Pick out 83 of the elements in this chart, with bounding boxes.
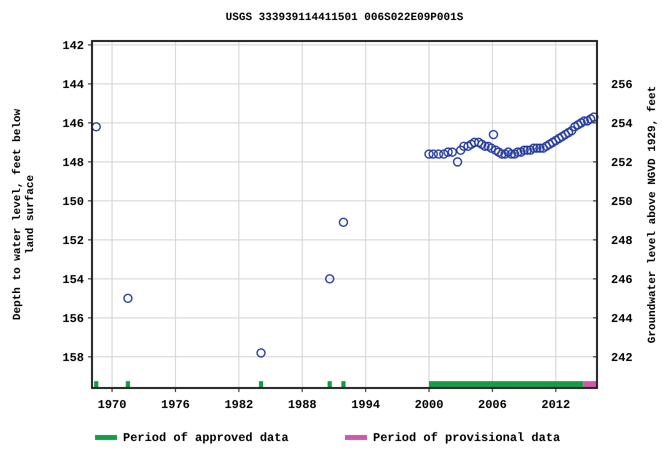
point [576, 118, 586, 128]
y2-tick-label: 244 [611, 312, 633, 326]
point [513, 147, 522, 157]
x-tick-label: 2000 [414, 398, 444, 412]
x-tick-label: 2012 [541, 398, 570, 412]
point [474, 138, 484, 148]
point [526, 145, 536, 155]
point [466, 140, 476, 150]
point [424, 149, 434, 159]
y-tick-label: 154 [62, 272, 84, 287]
point [494, 147, 504, 157]
point [510, 149, 520, 159]
point [586, 114, 596, 124]
y-tick-label: 152 [62, 234, 84, 248]
y-tick-label: 148 [62, 156, 84, 170]
y-tick-label: 158 [62, 350, 84, 365]
point [566, 126, 576, 136]
point [544, 140, 554, 150]
y2-tick-label: 254 [611, 116, 633, 131]
x-tick-label: 1982 [224, 398, 254, 412]
x-tick-label: 2006 [478, 398, 507, 412]
y2-tick-label: 248 [611, 234, 633, 248]
point [490, 145, 500, 155]
point [486, 144, 496, 153]
point [557, 132, 567, 142]
point [338, 218, 348, 227]
y2-tick-label: 250 [611, 194, 633, 209]
point [564, 128, 574, 138]
point [548, 138, 558, 148]
point [535, 144, 545, 153]
point [528, 144, 538, 153]
x-tick-label: 1970 [98, 398, 126, 412]
y2-tick-label: 256 [611, 78, 633, 92]
point [500, 149, 510, 159]
point [488, 130, 498, 140]
point [560, 130, 570, 140]
x-tick-label: 1976 [161, 398, 190, 412]
point [459, 142, 469, 151]
point [456, 145, 466, 155]
legend-label: Period of approved data [123, 431, 289, 445]
point [522, 145, 532, 155]
chart-title: USGS 333939114411501 006S022E09P001S [226, 12, 464, 24]
y2-axis-title: Groundwater level above NGVD 1929, feet [646, 86, 659, 344]
point [256, 348, 266, 358]
point [580, 116, 590, 126]
point [554, 134, 564, 144]
y-tick-label: 144 [62, 78, 84, 92]
legend-label: Period of provisional data [373, 431, 560, 445]
point [519, 145, 529, 155]
point [452, 157, 462, 167]
point [497, 149, 507, 159]
x-tick-label: 1988 [288, 398, 317, 412]
y-tick-label: 146 [62, 116, 84, 131]
point [551, 136, 560, 146]
point [538, 144, 548, 153]
point [463, 142, 473, 151]
y-tick-label: 156 [62, 312, 84, 326]
point [506, 149, 516, 159]
point [542, 142, 551, 151]
point [480, 142, 490, 151]
point [470, 138, 480, 148]
point [504, 147, 513, 157]
y2-tick-label: 242 [611, 350, 633, 365]
point [477, 140, 487, 150]
point [573, 120, 583, 130]
point [428, 149, 438, 159]
y-tick-label: 150 [62, 194, 84, 209]
point [443, 147, 453, 157]
point [532, 144, 542, 153]
point [483, 142, 493, 151]
y-axis-title: Depth to water level, feet below land surface [11, 108, 37, 320]
point [325, 274, 334, 284]
x-tick-label: 1994 [351, 398, 380, 412]
y2-tick-label: 246 [611, 272, 633, 287]
point [434, 149, 444, 159]
y2-tick-label: 252 [611, 156, 633, 170]
point [439, 149, 449, 159]
point [123, 294, 133, 304]
point [582, 116, 592, 126]
point [516, 147, 526, 157]
point [448, 147, 457, 157]
point [570, 122, 580, 132]
y-tick-label: 142 [62, 38, 84, 53]
